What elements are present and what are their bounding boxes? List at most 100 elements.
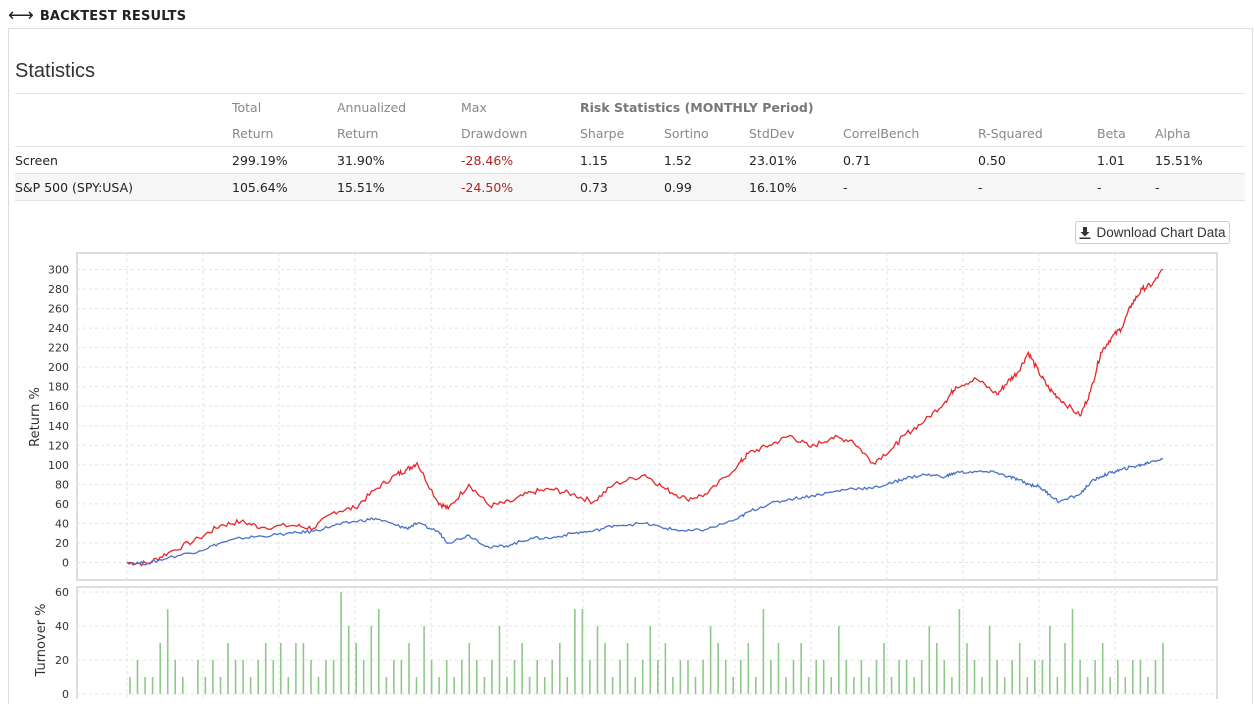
turnover-bar <box>536 660 538 694</box>
turnover-bar <box>1026 677 1029 694</box>
turnover-bar <box>973 660 976 694</box>
y-tick-label: 120 <box>48 439 69 452</box>
turnover-bar <box>928 626 931 694</box>
turnover-bar <box>1071 609 1074 694</box>
turnover-bar <box>332 660 335 694</box>
col-header: Beta <box>1097 125 1126 141</box>
results-panel <box>8 28 1253 704</box>
turnover-bar <box>1109 677 1111 694</box>
turnover-bar <box>166 609 169 694</box>
turnover-bar <box>574 609 576 694</box>
col-header: StdDev <box>749 125 795 141</box>
turnover-bar <box>913 677 915 694</box>
y-tick-label: 180 <box>48 381 69 394</box>
turnover-bar <box>815 660 817 694</box>
turnover-bar <box>521 643 523 694</box>
y-tick-label: 140 <box>48 420 69 433</box>
y-tick-label: 80 <box>55 478 69 491</box>
y-tick-label: 100 <box>48 459 69 472</box>
col-header: Return <box>232 125 274 141</box>
turnover-bar <box>649 626 652 694</box>
cell: 0.71 <box>843 146 978 174</box>
turnover-bar <box>664 643 667 694</box>
turnover-bar <box>732 677 734 694</box>
y-tick-label: 260 <box>48 303 69 316</box>
row-name: Screen <box>15 146 232 174</box>
turnover-bar <box>845 660 848 694</box>
col-header: Sortino <box>664 125 709 141</box>
y-tick-label: 240 <box>48 322 69 335</box>
turnover-bar <box>355 643 357 694</box>
turnover-bar <box>702 660 704 694</box>
turnover-bar <box>988 626 991 694</box>
turnover-bar <box>317 677 320 694</box>
turnover-bar <box>626 643 629 694</box>
turnover-axis-label: Turnover % <box>34 603 49 677</box>
turnover-bar <box>1034 660 1036 694</box>
turnover-bar <box>159 643 161 694</box>
statistics-title: Statistics <box>15 60 96 82</box>
download-chart-data-button[interactable]: Download Chart Data <box>1075 221 1230 244</box>
turnover-bar <box>1079 660 1081 694</box>
cell: 1.01 <box>1097 146 1155 174</box>
turnover-bar <box>596 626 599 694</box>
turnover-bar <box>295 643 297 694</box>
turnover-bar <box>234 660 237 694</box>
turnover-bar <box>604 643 606 694</box>
benchmark-series-line <box>126 458 1164 566</box>
turnover-bar <box>1086 677 1089 694</box>
turnover-bar <box>1139 660 1142 694</box>
turnover-bar <box>1162 643 1164 694</box>
statistics-table: Total Annualized Max Risk Statistics (MO… <box>15 94 1245 201</box>
header-row-bottom: Return Return Drawdown Sharpe Sortino St… <box>15 120 1245 147</box>
turnover-bar <box>724 660 727 694</box>
col-header: CorrelBench <box>843 125 920 141</box>
y-tick-label: 60 <box>55 498 69 511</box>
cell: 0.50 <box>978 146 1097 174</box>
turnover-bar <box>566 677 569 694</box>
turnover-bar <box>1064 643 1066 694</box>
header: ⟷ BACKTEST RESULTS <box>8 6 186 26</box>
turnover-bar <box>498 626 501 694</box>
turnover-bar <box>634 677 636 694</box>
col-header: Drawdown <box>461 125 528 141</box>
col-header-top: Annualized <box>337 99 407 115</box>
turnover-bar <box>438 677 440 694</box>
turnover-bar <box>890 677 893 694</box>
y-tick-label: 200 <box>48 361 69 374</box>
cell: 105.64% <box>232 173 337 201</box>
turnover-bar <box>393 660 395 694</box>
double-arrow-icon[interactable]: ⟷ <box>8 5 34 26</box>
turnover-bar <box>1003 677 1006 694</box>
turnover-bar <box>476 660 478 694</box>
y-tick-label: 20 <box>55 654 69 667</box>
turnover-bar <box>672 677 674 694</box>
turnover-bar <box>657 660 659 694</box>
cell: 1.52 <box>664 146 749 174</box>
turnover-bar <box>792 660 795 694</box>
row-name: S&P 500 (SPY:USA) <box>15 173 232 201</box>
turnover-bar <box>883 643 885 694</box>
turnover-bar <box>182 677 184 694</box>
turnover-bar <box>468 643 471 694</box>
turnover-bar <box>581 609 584 694</box>
turnover-bar <box>378 609 380 694</box>
turnover-bar <box>1018 643 1021 694</box>
turnover-plot-area <box>76 586 1218 699</box>
turnover-bar <box>687 660 689 694</box>
col-header: Alpha <box>1155 125 1191 141</box>
turnover-bar <box>709 626 712 694</box>
turnover-bar <box>287 677 290 694</box>
cell: 23.01% <box>749 146 843 174</box>
turnover-bar <box>936 643 938 694</box>
turnover-bar <box>136 660 139 694</box>
turnover-bar <box>1041 660 1044 694</box>
turnover-bar <box>513 660 516 694</box>
turnover-bar <box>362 660 365 694</box>
turnover-bar <box>144 677 146 694</box>
cell: - <box>978 173 1097 201</box>
turnover-bar <box>1124 677 1127 694</box>
turnover-bar <box>212 660 214 694</box>
turnover-bar <box>785 677 787 694</box>
turnover-bar <box>551 660 553 694</box>
